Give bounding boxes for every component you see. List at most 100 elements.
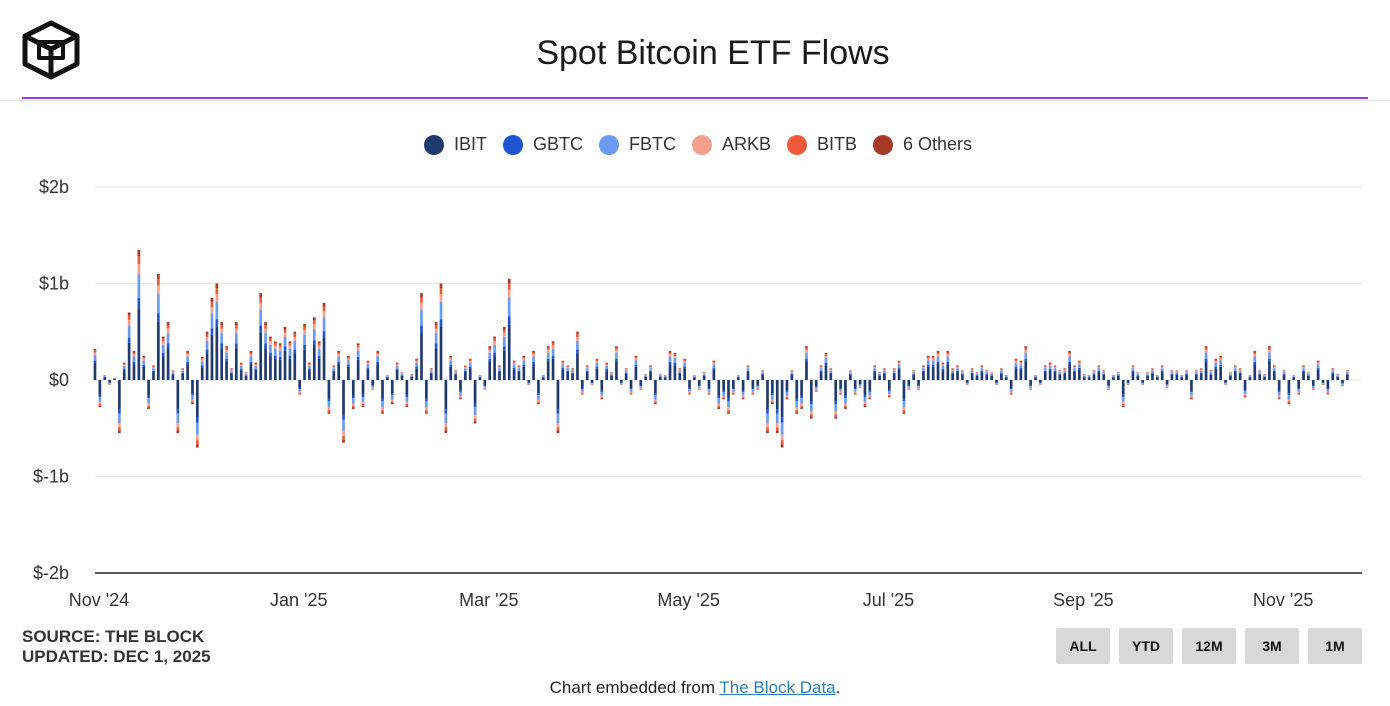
daily-flow-bar[interactable] [722, 380, 725, 400]
daily-flow-bar[interactable] [1311, 380, 1315, 390]
daily-flow-bar[interactable] [1136, 372, 1140, 380]
daily-flow-bar[interactable] [1326, 380, 1330, 395]
daily-flow-bar[interactable] [1185, 370, 1188, 380]
daily-flow-bar[interactable] [152, 365, 155, 380]
daily-flow-bar[interactable] [624, 368, 628, 380]
daily-flow-bar[interactable] [1302, 365, 1305, 380]
daily-flow-bar[interactable] [1039, 380, 1042, 385]
daily-flow-bar[interactable] [522, 355, 526, 380]
daily-flow-bar[interactable] [1316, 360, 1320, 380]
daily-flow-bar[interactable] [1233, 365, 1237, 380]
daily-flow-bar[interactable] [1087, 375, 1091, 380]
daily-flow-bar[interactable] [839, 380, 842, 395]
daily-flow-bar[interactable] [127, 312, 131, 380]
daily-flow-bar[interactable] [585, 365, 589, 380]
daily-flow-bar[interactable] [244, 372, 248, 380]
daily-flow-bar[interactable] [658, 374, 662, 380]
daily-flow-bar[interactable] [464, 365, 467, 380]
daily-flow-bar[interactable] [1073, 365, 1076, 380]
daily-flow-bar[interactable] [717, 380, 721, 409]
range-3m-button[interactable]: 3M [1245, 628, 1299, 664]
daily-flow-bar[interactable] [917, 380, 920, 390]
legend-item-ibit[interactable]: IBIT [423, 134, 487, 155]
daily-flow-bar[interactable] [473, 380, 477, 424]
daily-flow-bar[interactable] [1126, 380, 1130, 385]
range-all-button[interactable]: ALL [1056, 628, 1110, 664]
daily-flow-bar[interactable] [1160, 365, 1164, 380]
daily-flow-bar[interactable] [468, 358, 472, 380]
daily-flow-bar[interactable] [736, 375, 740, 380]
daily-flow-bar[interactable] [756, 380, 760, 390]
daily-flow-bar[interactable] [1346, 370, 1349, 380]
legend-item-bitb[interactable]: BITB [787, 134, 857, 155]
daily-flow-bar[interactable] [844, 380, 847, 409]
daily-flow-bar[interactable] [225, 346, 228, 380]
daily-flow-bar[interactable] [946, 351, 950, 380]
daily-flow-bar[interactable] [678, 368, 682, 380]
daily-flow-bar[interactable] [980, 365, 984, 380]
daily-flow-bar[interactable] [371, 380, 375, 390]
daily-flow-bar[interactable] [502, 326, 506, 380]
daily-flow-bar[interactable] [527, 380, 531, 385]
daily-flow-bar[interactable] [361, 380, 365, 408]
daily-flow-bar[interactable] [498, 365, 501, 380]
daily-flow-bar[interactable] [1292, 375, 1296, 380]
daily-flow-bar[interactable] [1082, 374, 1086, 380]
daily-flow-bar[interactable] [853, 380, 857, 395]
range-1m-button[interactable]: 1M [1308, 628, 1362, 664]
daily-flow-bar[interactable] [298, 380, 302, 395]
daily-flow-bar[interactable] [605, 362, 609, 380]
daily-flow-bar[interactable] [273, 341, 277, 380]
daily-flow-bar[interactable] [926, 355, 930, 380]
daily-flow-bar[interactable] [142, 355, 146, 380]
daily-flow-bar[interactable] [1297, 380, 1300, 395]
daily-flow-bar[interactable] [1014, 358, 1018, 380]
daily-flow-bar[interactable] [161, 336, 165, 380]
daily-flow-bar[interactable] [137, 249, 141, 380]
daily-flow-bar[interactable] [347, 355, 350, 380]
daily-flow-bar[interactable] [1238, 368, 1242, 380]
daily-flow-bar[interactable] [444, 380, 448, 434]
daily-flow-bar[interactable] [337, 351, 340, 380]
daily-flow-bar[interactable] [668, 351, 672, 380]
daily-flow-bar[interactable] [683, 358, 686, 380]
daily-flow-bar[interactable] [615, 346, 618, 380]
daily-flow-bar[interactable] [215, 283, 219, 381]
daily-flow-bar[interactable] [342, 380, 345, 443]
daily-flow-bar[interactable] [795, 380, 799, 414]
daily-flow-bar[interactable] [322, 302, 326, 380]
daily-flow-bar[interactable] [1063, 368, 1067, 380]
daily-flow-bar[interactable] [308, 362, 311, 380]
daily-flow-bar[interactable] [239, 362, 243, 380]
daily-flow-bar[interactable] [1078, 360, 1081, 380]
daily-flow-bar[interactable] [1170, 370, 1174, 380]
daily-flow-bar[interactable] [961, 370, 964, 380]
daily-flow-bar[interactable] [1068, 351, 1071, 380]
daily-flow-bar[interactable] [132, 351, 136, 380]
daily-flow-bar[interactable] [922, 365, 925, 380]
daily-flow-bar[interactable] [965, 380, 969, 385]
daily-flow-bar[interactable] [1190, 380, 1193, 400]
daily-flow-bar[interactable] [751, 380, 755, 395]
daily-flow-bar[interactable] [649, 365, 652, 380]
daily-flow-bar[interactable] [400, 372, 404, 380]
daily-flow-bar[interactable] [171, 370, 175, 380]
daily-flow-bar[interactable] [546, 346, 550, 380]
daily-flow-bar[interactable] [712, 360, 716, 380]
daily-flow-bar[interactable] [327, 380, 331, 414]
daily-flow-bar[interactable] [819, 365, 823, 380]
daily-flow-bar[interactable] [1199, 368, 1203, 380]
daily-flow-bar[interactable] [1175, 370, 1179, 380]
daily-flow-bar[interactable] [1321, 380, 1325, 385]
daily-flow-bar[interactable] [702, 372, 706, 380]
daily-flow-bar[interactable] [746, 365, 750, 380]
daily-flow-bar[interactable] [278, 343, 282, 380]
daily-flow-bar[interactable] [644, 374, 647, 380]
daily-flow-bar[interactable] [386, 375, 389, 380]
daily-flow-bar[interactable] [1268, 346, 1271, 380]
daily-flow-bar[interactable] [1155, 375, 1159, 380]
daily-flow-bar[interactable] [366, 360, 370, 380]
daily-flow-bar[interactable] [1258, 370, 1262, 380]
daily-flow-bar[interactable] [907, 380, 911, 390]
